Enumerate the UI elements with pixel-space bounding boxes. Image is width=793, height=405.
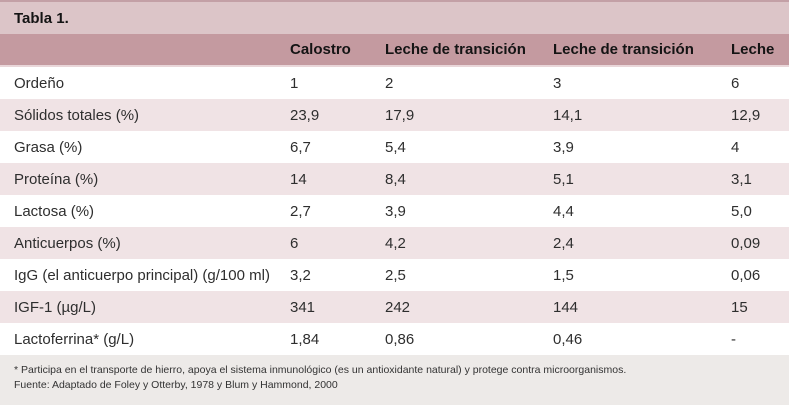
row-label: IGF-1 (µg/L) [14,298,96,316]
row-value: 4,4 [553,202,574,220]
row-value: 2,4 [553,234,574,252]
row-value: 14 [290,170,307,188]
table-row: IGF-1 (µg/L) 341 242 144 15 [0,291,789,323]
row-label: Lactoferrina* (g/L) [14,330,135,348]
row-label: Ordeño [14,74,65,92]
header-cell: Leche de transición [553,41,694,58]
row-value: 144 [553,298,579,316]
table-row: IgG (el anticuerpo principal) (g/100 ml)… [0,259,789,291]
row-value: 341 [290,298,316,316]
row-value: 2 [385,74,394,92]
row-value: 3,9 [553,138,574,156]
row-label: IgG (el anticuerpo principal) (g/100 ml) [14,266,270,284]
table-row: Lactosa (%) 2,7 3,9 4,4 5,0 [0,195,789,227]
row-value: 5,0 [731,202,752,220]
row-value: 8,4 [385,170,406,188]
row-value: 3,9 [385,202,406,220]
row-value: 3,1 [731,170,752,188]
row-value: 6,7 [290,138,311,156]
row-value: 17,9 [385,106,415,124]
table-body: Ordeño 1 2 3 6 Sólidos totales (%) 23,9 17,9 14,… [0,67,789,355]
row-value: 2,5 [385,266,406,284]
table-row: Anticuerpos (%) 6 4,2 2,4 0,09 [0,227,789,259]
row-value: 5,1 [553,170,574,188]
table-row: Lactoferrina* (g/L) 1,84 0,86 0,46 - [0,323,789,355]
footnote-source: Fuente: Adaptado de Foley y Otterby, 197… [14,379,338,391]
row-value: 15 [731,298,748,316]
row-value: 23,9 [290,106,320,124]
header-cell: Calostro [290,41,351,58]
table-footnotes: * Participa en el transporte de hierro, … [0,355,789,405]
row-value: 0,46 [553,330,583,348]
row-value: 6 [731,74,740,92]
row-value: 4,2 [385,234,406,252]
row-value: 0,06 [731,266,761,284]
row-value: 2,7 [290,202,311,220]
table-header-row: Calostro Leche de transición Leche de tran… [0,34,789,67]
row-value: 3,2 [290,266,311,284]
row-value: 12,9 [731,106,761,124]
row-value: 0,86 [385,330,415,348]
row-label: Proteína (%) [14,170,99,188]
footnote-lactoferrina: * Participa en el transporte de hierro, … [14,364,627,376]
row-value: 0,09 [731,234,761,252]
table-title: Tabla 1. [0,2,789,34]
row-value: 4 [731,138,740,156]
row-label: Grasa (%) [14,138,83,156]
row-value: 3 [553,74,562,92]
row-value: 242 [385,298,411,316]
table-row: Proteína (%) 14 8,4 5,1 3,1 [0,163,789,195]
row-label: Sólidos totales (%) [14,106,140,124]
row-value: - [731,330,736,348]
row-value: 1 [290,74,299,92]
row-label: Anticuerpos (%) [14,234,121,252]
row-value: 6 [290,234,299,252]
table-row: Sólidos totales (%) 23,9 17,9 14,1 12,9 [0,99,789,131]
row-value: 1,84 [290,330,320,348]
header-cell: Leche [731,41,775,58]
header-cell: Leche de transición [385,41,526,58]
row-value: 1,5 [553,266,574,284]
row-label: Lactosa (%) [14,202,95,220]
table-row: Grasa (%) 6,7 5,4 3,9 4 [0,131,789,163]
row-value: 5,4 [385,138,406,156]
table-row: Ordeño 1 2 3 6 [0,67,789,99]
row-value: 14,1 [553,106,583,124]
